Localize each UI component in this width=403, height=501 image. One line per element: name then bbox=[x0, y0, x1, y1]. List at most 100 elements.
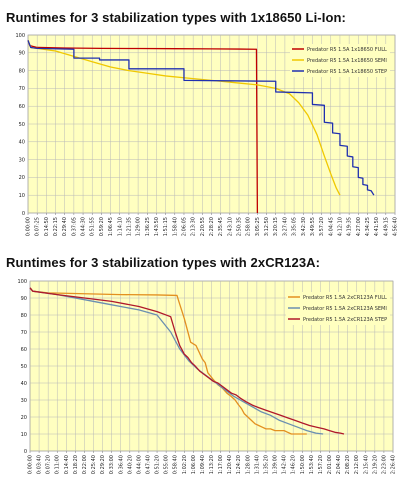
x-tick-label: 0:11:00 bbox=[55, 455, 61, 474]
x-tick-label: 3:35:05 bbox=[292, 217, 298, 236]
x-tick-label: 0:59:20 bbox=[99, 217, 105, 236]
legend-label: Predator R5 1.5A 2xCR123A STEP bbox=[303, 317, 387, 323]
x-tick-label: 1:36:25 bbox=[145, 217, 151, 236]
x-tick-label: 0:47:40 bbox=[145, 455, 151, 474]
x-tick-label: 0:55:00 bbox=[164, 455, 170, 474]
x-tick-label: 4:49:15 bbox=[383, 217, 389, 236]
x-tick-label: 2:04:40 bbox=[336, 455, 342, 474]
y-tick-label: 80 bbox=[19, 68, 25, 74]
x-tick-label: 0:40:20 bbox=[127, 455, 133, 474]
x-tick-label: 2:20:55 bbox=[200, 217, 206, 236]
x-tick-label: 2:26:40 bbox=[391, 455, 397, 474]
legend-label: Predator R5 1.5A 1x18650 STEP bbox=[307, 69, 387, 75]
x-tick-label: 1:29:00 bbox=[136, 217, 142, 236]
x-tick-label: 2:13:30 bbox=[191, 217, 197, 236]
x-tick-label: 0:51:55 bbox=[90, 217, 96, 236]
x-tick-label: 2:50:35 bbox=[237, 217, 243, 236]
x-tick-label: 1:06:00 bbox=[191, 455, 197, 474]
x-tick-label: 0:36:40 bbox=[118, 455, 124, 474]
y-tick-label: 40 bbox=[19, 140, 25, 146]
y-tick-label: 50 bbox=[19, 122, 25, 128]
y-tick-label: 20 bbox=[21, 415, 27, 421]
x-tick-label: 3:57:20 bbox=[319, 217, 325, 236]
y-tick-label: 70 bbox=[19, 86, 25, 92]
x-tick-label: 1:20:40 bbox=[227, 455, 233, 474]
y-tick-label: 10 bbox=[21, 432, 27, 438]
x-tick-label: 1:42:40 bbox=[282, 455, 288, 474]
x-tick-label: 0:44:30 bbox=[81, 217, 87, 236]
x-tick-label: 2:08:20 bbox=[345, 455, 351, 474]
legend-label: Predator R5 1.5A 1x18650 FULL bbox=[307, 47, 387, 53]
x-tick-label: 4:27:00 bbox=[356, 217, 362, 236]
x-tick-label: 4:56:40 bbox=[393, 217, 399, 236]
x-tick-label: 2:28:20 bbox=[209, 217, 215, 236]
x-tick-label: 1:53:40 bbox=[309, 455, 315, 474]
legend-label: Predator R5 1.5A 1x18650 SEMI bbox=[307, 58, 387, 64]
x-tick-label: 1:17:00 bbox=[218, 455, 224, 474]
x-tick-label: 1:31:40 bbox=[254, 455, 260, 474]
legend-box bbox=[290, 44, 390, 77]
x-tick-label: 0:14:40 bbox=[64, 455, 70, 474]
y-tick-label: 50 bbox=[21, 364, 27, 370]
x-tick-label: 3:12:50 bbox=[264, 217, 270, 236]
x-tick-label: 1:51:15 bbox=[163, 217, 169, 236]
series-line-3 bbox=[27, 40, 375, 196]
x-tick-label: 0:51:20 bbox=[155, 455, 161, 474]
x-tick-label: 3:05:25 bbox=[255, 217, 261, 236]
chart1-title: Runtimes for 3 stabilization types with … bbox=[6, 10, 346, 25]
x-tick-label: 3:42:30 bbox=[301, 217, 307, 236]
x-tick-label: 1:24:20 bbox=[236, 455, 242, 474]
x-tick-label: 0:29:40 bbox=[62, 217, 68, 236]
x-tick-label: 1:13:20 bbox=[209, 455, 215, 474]
x-tick-label: 0:00:00 bbox=[28, 455, 34, 474]
x-tick-label: 4:34:25 bbox=[365, 217, 371, 236]
x-tick-label: 0:18:20 bbox=[73, 455, 79, 474]
legend-box bbox=[286, 292, 390, 325]
x-tick-label: 1:39:00 bbox=[273, 455, 279, 474]
y-tick-label: 30 bbox=[19, 157, 25, 163]
x-tick-label: 0:29:20 bbox=[100, 455, 106, 474]
x-tick-label: 0:37:05 bbox=[71, 217, 77, 236]
x-tick-label: 0:22:00 bbox=[82, 455, 88, 474]
series-line-3 bbox=[29, 287, 345, 435]
y-tick-label: 90 bbox=[19, 51, 25, 57]
x-tick-label: 0:58:40 bbox=[173, 455, 179, 474]
x-tick-label: 0:07:25 bbox=[35, 217, 41, 236]
x-tick-label: 3:20:15 bbox=[273, 217, 279, 236]
x-tick-label: 0:07:20 bbox=[46, 455, 52, 474]
legend-label: Predator R5 1.5A 2xCR123A FULL bbox=[303, 295, 387, 301]
y-tick-label: 20 bbox=[19, 175, 25, 181]
x-tick-label: 0:33:00 bbox=[109, 455, 115, 474]
x-tick-label: 4:41:50 bbox=[374, 217, 380, 236]
x-tick-label: 1:58:40 bbox=[172, 217, 178, 236]
x-tick-label: 4:12:10 bbox=[337, 217, 343, 236]
x-tick-label: 2:58:00 bbox=[246, 217, 252, 236]
x-tick-label: 1:57:20 bbox=[318, 455, 324, 474]
x-tick-label: 2:23:00 bbox=[381, 455, 387, 474]
x-tick-label: 2:12:00 bbox=[354, 455, 360, 474]
y-tick-label: 60 bbox=[19, 104, 25, 110]
x-tick-label: 1:43:50 bbox=[154, 217, 160, 236]
x-tick-label: 0:00:00 bbox=[26, 217, 32, 236]
y-tick-label: 90 bbox=[21, 296, 27, 302]
y-tick-label: 0 bbox=[24, 449, 27, 455]
x-tick-label: 1:09:40 bbox=[200, 455, 206, 474]
y-tick-label: 10 bbox=[19, 193, 25, 199]
y-tick-label: 70 bbox=[21, 330, 27, 336]
chart-2: 0 10 20 30 40 50 60 70 80 90 100 0:00:00 0:03:40 0:07… bbox=[17, 279, 396, 474]
x-tick-label: 0:25:40 bbox=[91, 455, 97, 474]
x-tick-label: 1:50:00 bbox=[300, 455, 306, 474]
x-tick-label: 3:27:40 bbox=[282, 217, 288, 236]
x-tick-label: 3:49:55 bbox=[310, 217, 316, 236]
x-tick-label: 1:21:35 bbox=[126, 217, 132, 236]
x-tick-label: 2:15:40 bbox=[363, 455, 369, 474]
chart-1: 0 10 20 30 40 50 60 70 80 90 100 0:00:00 0:07:25 0:14… bbox=[15, 33, 398, 236]
x-tick-label: 1:35:20 bbox=[263, 455, 269, 474]
x-tick-label: 0:44:00 bbox=[136, 455, 142, 474]
x-tick-label: 0:14:50 bbox=[44, 217, 50, 236]
x-tick-label: 2:19:20 bbox=[372, 455, 378, 474]
y-tick-label: 40 bbox=[21, 381, 27, 387]
x-tick-label: 0:22:15 bbox=[53, 217, 59, 236]
